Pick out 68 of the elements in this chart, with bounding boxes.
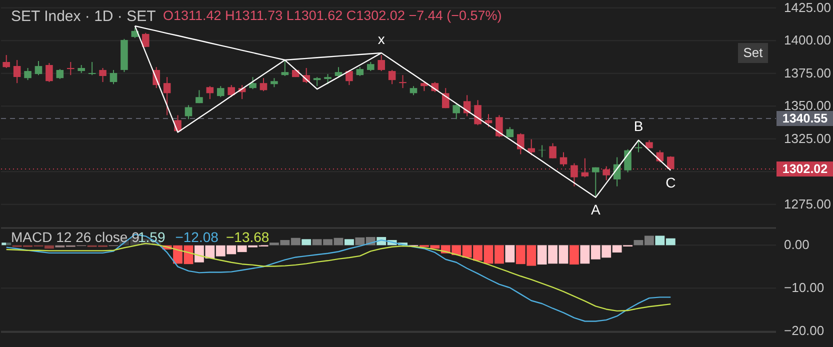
line-series [6, 242, 672, 312]
candlestick [56, 68, 64, 80]
candlestick [217, 86, 224, 98]
candlestick [334, 66, 342, 78]
data-label: x [378, 30, 385, 47]
bar [505, 245, 515, 262]
y-tick-label: 1275.00 [784, 196, 831, 212]
y-tick-label: 1350.00 [784, 98, 831, 114]
candlestick [378, 54, 385, 72]
candlestick [324, 74, 332, 85]
candlestick [528, 138, 535, 156]
candlestick [46, 62, 53, 83]
candlestick [399, 74, 406, 89]
candlestick [281, 60, 289, 76]
text: O1311.42 H1311.73 L1301.62 C1302.02 −7.44 (−0.57%) [163, 8, 502, 23]
text: Set [743, 45, 764, 60]
candlestick [496, 114, 503, 138]
candlestick [260, 78, 268, 92]
candlestick [410, 86, 418, 96]
ref-line-label: 1340.55 [782, 112, 828, 126]
y-tick-label: −10.00 [784, 280, 824, 296]
candlestick [420, 82, 428, 92]
candlestick [163, 76, 171, 116]
candlestick [34, 60, 42, 76]
bar [344, 239, 354, 246]
data-label: B [634, 118, 644, 134]
candlestick [2, 54, 10, 69]
bar [570, 245, 579, 265]
y-tick-label: 1325.00 [784, 130, 831, 146]
annotation: −12.08 [175, 229, 219, 245]
candlestick [592, 166, 600, 198]
candlestick [367, 61, 374, 72]
candlestick [388, 69, 396, 85]
line-series [6, 234, 672, 322]
ref-line-label: 1302.02 [782, 162, 828, 176]
candlestick [184, 104, 192, 120]
candlestick [228, 84, 235, 98]
y-tick-label: 1375.00 [784, 65, 831, 80]
candlestick [13, 60, 21, 84]
text: SET Index · 1D · SET [11, 8, 156, 25]
y-tick-label: 1400.00 [784, 32, 831, 48]
candlestick [142, 32, 150, 48]
candlestick [517, 132, 524, 155]
candlestick [474, 100, 482, 126]
data-label: C [666, 174, 676, 190]
candlestick [346, 69, 353, 86]
candlestick [24, 68, 32, 81]
candlestick [88, 61, 96, 76]
candlestick [99, 68, 106, 83]
candlestick [538, 144, 546, 158]
candlestick [560, 152, 568, 167]
candlestick [270, 78, 278, 88]
candlestick [249, 76, 256, 90]
candlestick [196, 90, 203, 104]
bar [302, 239, 312, 246]
candlestick [484, 114, 492, 128]
y-tick-label: 1425.00 [784, 0, 831, 15]
candlestick [67, 61, 74, 76]
y-tick-label: 0.00 [784, 237, 810, 252]
bar [2, 242, 12, 246]
annotation: −13.68 [226, 229, 270, 245]
candlestick [549, 142, 556, 159]
candlestick [206, 86, 214, 100]
candlestick [452, 102, 460, 120]
candlestick [313, 76, 321, 87]
data-label: A [590, 201, 601, 218]
y-tick-label: −20.00 [784, 323, 824, 338]
candlestick [110, 69, 118, 85]
